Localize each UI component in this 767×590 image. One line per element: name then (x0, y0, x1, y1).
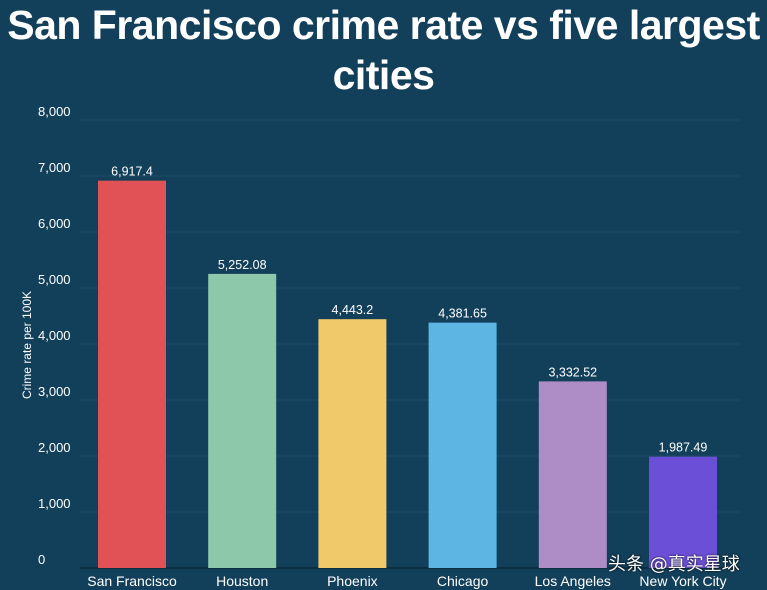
y-tick-label: 3,000 (38, 384, 71, 399)
x-tick-label: Houston (216, 573, 268, 589)
x-tick-label: New York City (639, 573, 726, 589)
x-tick-label: Chicago (437, 573, 489, 589)
data-label: 4,443.2 (332, 303, 374, 317)
y-tick-label: 7,000 (38, 160, 71, 175)
data-label: 1,987.49 (659, 441, 708, 455)
bar (538, 381, 607, 568)
bar (649, 456, 717, 568)
x-tick-label: San Francisco (87, 573, 177, 589)
y-tick-label: 6,000 (38, 216, 71, 231)
bar (208, 273, 277, 568)
chart-title: San Francisco crime rate vs five largest… (7, 2, 760, 98)
y-tick-label: 1,000 (38, 496, 71, 511)
bar (428, 322, 497, 568)
y-tick-label: 0 (38, 552, 45, 567)
watermark: 头条 @真实星球 (608, 554, 740, 575)
data-label: 6,917.4 (111, 165, 153, 179)
y-tick-label: 5,000 (38, 272, 71, 287)
y-tick-label: 4,000 (38, 328, 71, 343)
data-label: 3,332.52 (548, 365, 597, 379)
y-tick-label: 8,000 (38, 104, 71, 119)
x-tick-label: Los Angeles (535, 573, 611, 589)
bar (98, 180, 166, 568)
y-axis-label: Crime rate per 100K (20, 291, 34, 399)
data-label: 4,381.65 (438, 307, 487, 321)
data-label: 5,252.08 (218, 258, 267, 272)
x-tick-label: Phoenix (327, 573, 378, 589)
bar (318, 319, 387, 568)
y-tick-label: 2,000 (38, 440, 71, 455)
